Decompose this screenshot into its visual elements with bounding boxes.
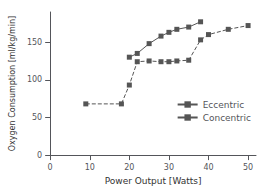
svg-text:Eccentric: Eccentric [203,100,245,110]
svg-text:50: 50 [32,113,42,122]
svg-text:40: 40 [203,163,213,172]
svg-text:30: 30 [164,163,174,172]
svg-text:10: 10 [85,163,95,172]
svg-text:100: 100 [27,75,42,84]
svg-text:0: 0 [48,163,53,172]
svg-text:Power Output [Watts]: Power Output [Watts] [105,176,202,186]
svg-text:20: 20 [124,163,134,172]
svg-text:0: 0 [37,151,42,160]
svg-text:Concentric: Concentric [203,113,251,123]
svg-text:150: 150 [27,38,42,47]
svg-text:Oxygen Consumption [ml/kg/min]: Oxygen Consumption [ml/kg/min] [8,16,17,151]
svg-text:50: 50 [243,163,253,172]
